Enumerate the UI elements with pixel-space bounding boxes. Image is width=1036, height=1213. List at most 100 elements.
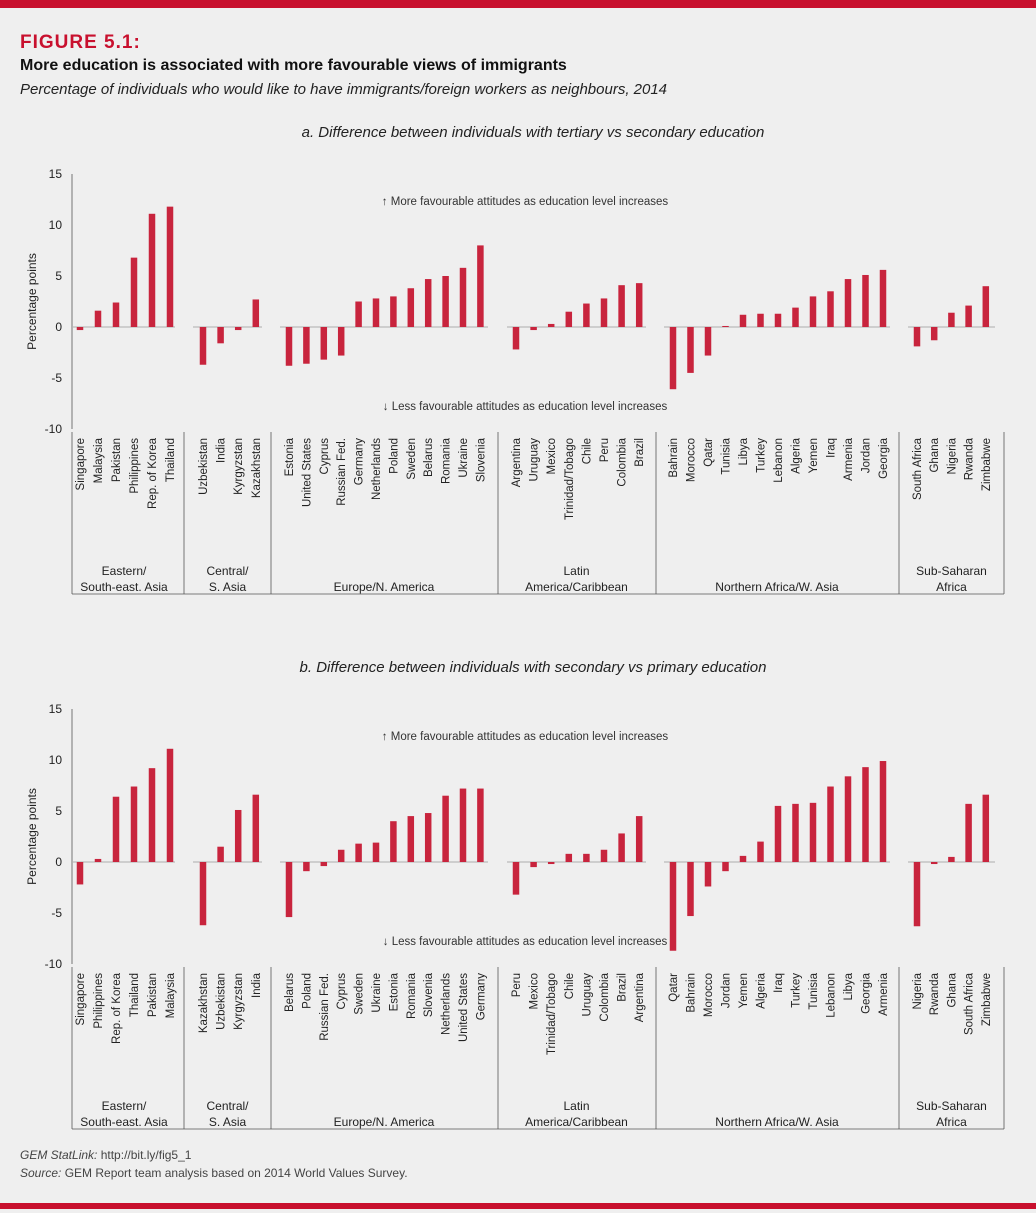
category-label: Trinidad/Tobago xyxy=(564,438,576,520)
y-tick-label: -5 xyxy=(51,371,62,385)
annotation-down: ↓ Less favourable attitudes as education… xyxy=(383,401,668,413)
category-label: Philippines xyxy=(129,438,141,494)
chart-b-svg: b. Difference between individuals with s… xyxy=(25,659,1005,1130)
bar xyxy=(965,305,972,327)
bar xyxy=(94,310,102,327)
category-label: Poland xyxy=(388,438,400,474)
category-label: Armenia xyxy=(878,972,890,1015)
region-label: Sub-Saharan xyxy=(916,1099,987,1113)
bar xyxy=(982,794,990,862)
category-label: Tunisia xyxy=(808,972,820,1009)
bar xyxy=(862,767,869,862)
bar xyxy=(809,802,817,862)
bar xyxy=(530,862,537,868)
category-label: Georgia xyxy=(878,437,890,479)
statlink-url[interactable]: http://bit.ly/fig5_1 xyxy=(100,1148,192,1162)
bar xyxy=(618,285,625,327)
bar xyxy=(739,314,747,327)
bar xyxy=(757,841,764,862)
bar xyxy=(669,327,677,390)
region-label: America/Caribbean xyxy=(525,1115,628,1129)
chart-title: b. Difference between individuals with s… xyxy=(300,659,767,676)
category-label: Jordan xyxy=(861,438,873,473)
bar xyxy=(687,862,694,917)
category-label: Bahrain xyxy=(686,973,698,1013)
category-label: Estonia xyxy=(388,972,400,1011)
category-label: Yemen xyxy=(808,438,820,473)
bar xyxy=(76,862,84,885)
bar xyxy=(337,327,345,356)
category-label: United States xyxy=(301,438,313,507)
category-label: Pakistan xyxy=(147,973,159,1017)
y-tick-label: 15 xyxy=(49,167,63,181)
bar xyxy=(913,862,921,927)
category-label: Morocco xyxy=(686,438,698,482)
category-label: Cyprus xyxy=(319,438,331,475)
region-label: Central/ xyxy=(206,1099,249,1113)
category-label: United States xyxy=(458,973,470,1042)
bar xyxy=(757,313,764,327)
category-label: Qatar xyxy=(668,973,680,1002)
bar xyxy=(530,327,537,331)
bar xyxy=(130,786,138,862)
bar xyxy=(565,853,573,862)
bar xyxy=(512,862,520,895)
region-label: America/Caribbean xyxy=(525,580,628,594)
top-rule xyxy=(0,0,1036,8)
category-label: Netherlands xyxy=(371,438,383,500)
bar xyxy=(390,821,397,862)
category-label: Zimbabwe xyxy=(981,438,993,491)
category-label: Colombia xyxy=(599,972,611,1021)
region-label: Eastern/ xyxy=(102,1099,147,1113)
region-label: Latin xyxy=(563,564,589,578)
category-label: Romania xyxy=(441,437,453,484)
bar xyxy=(618,833,625,862)
bar xyxy=(199,862,207,926)
category-label: Chile xyxy=(564,973,576,999)
category-label: Zimbabwe xyxy=(981,973,993,1026)
bar xyxy=(930,862,938,865)
bar xyxy=(583,853,590,862)
bar xyxy=(424,279,432,327)
bar xyxy=(879,269,887,327)
category-label: Thailand xyxy=(165,438,177,482)
bar xyxy=(130,257,138,327)
region-label: Latin xyxy=(563,1099,589,1113)
bar xyxy=(844,776,852,862)
category-label: Rep. of Korea xyxy=(111,972,123,1044)
category-label: Qatar xyxy=(703,438,715,467)
bar xyxy=(635,816,643,862)
region-label: Sub-Saharan xyxy=(916,564,987,578)
y-tick-label: -5 xyxy=(51,906,62,920)
category-label: India xyxy=(216,437,228,463)
category-label: Colombia xyxy=(617,437,629,486)
region-label: S. Asia xyxy=(209,1115,247,1129)
bar xyxy=(76,327,84,331)
bar xyxy=(844,279,852,327)
bar xyxy=(512,327,520,350)
figure-label: FIGURE 5.1: xyxy=(20,32,141,53)
bar xyxy=(303,327,310,364)
bar xyxy=(635,283,643,327)
bar xyxy=(407,816,415,862)
chart-panel-a: a. Difference between individuals with t… xyxy=(0,0,1036,600)
y-tick-label: 5 xyxy=(55,269,62,283)
category-label: Cyprus xyxy=(336,973,348,1010)
category-label: Rwanda xyxy=(929,972,941,1015)
bar xyxy=(442,276,449,327)
category-label: Yemen xyxy=(738,973,750,1008)
category-label: Bahrain xyxy=(668,438,680,478)
bar xyxy=(424,813,432,862)
category-label: Morocco xyxy=(703,973,715,1017)
category-label: Argentina xyxy=(634,972,646,1022)
source-line: Source: GEM Report team analysis based o… xyxy=(20,1166,408,1180)
bar xyxy=(913,327,921,347)
annotation-up: ↑ More favourable attitudes as education… xyxy=(382,731,669,743)
region-label: Central/ xyxy=(206,564,249,578)
category-label: Belarus xyxy=(423,438,435,477)
category-label: Slovenia xyxy=(423,972,435,1017)
category-label: Russian Fed. xyxy=(336,438,348,506)
category-label: Poland xyxy=(301,973,313,1009)
category-label: Belarus xyxy=(284,973,296,1012)
y-tick-label: -10 xyxy=(45,422,63,436)
